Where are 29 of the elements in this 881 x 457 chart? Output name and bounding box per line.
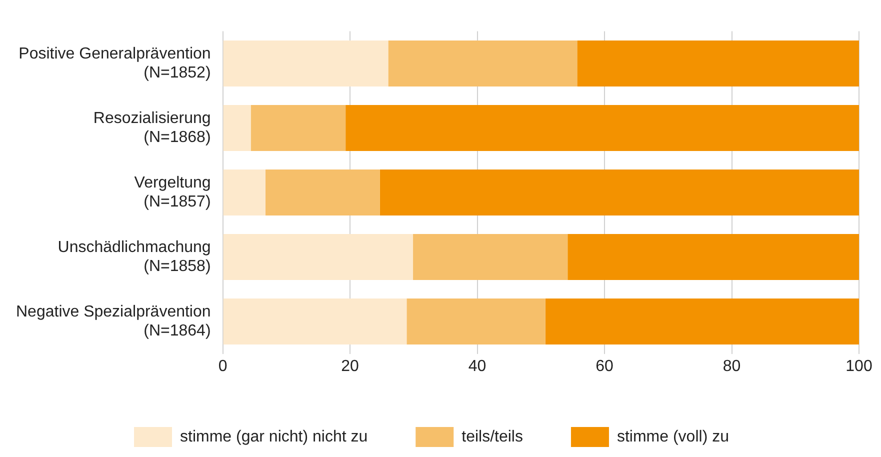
bar bbox=[346, 104, 859, 151]
bar bbox=[388, 40, 578, 86]
bar bbox=[265, 170, 380, 216]
bar bbox=[223, 104, 251, 151]
x-tick-label: 60 bbox=[596, 358, 614, 375]
legend-label: stimme (voll) zu bbox=[616, 428, 729, 446]
bar bbox=[406, 298, 546, 345]
y-tick-label: Resozialisierung (N=1868) bbox=[93, 110, 211, 146]
y-tick-label: Vergeltung (N=1857) bbox=[134, 174, 211, 211]
x-tick-label: 100 bbox=[846, 358, 872, 375]
legend-label: teils/teils bbox=[462, 428, 523, 446]
bar bbox=[223, 40, 388, 86]
legend-label: stimme (gar nicht) nicht zu bbox=[180, 428, 368, 446]
x-tick-label: 80 bbox=[722, 358, 741, 375]
bar bbox=[413, 234, 568, 280]
bar bbox=[223, 170, 266, 216]
y-tick-label: Unschädlichmachung (N=1858) bbox=[58, 238, 211, 276]
bar bbox=[223, 234, 414, 280]
bar bbox=[568, 234, 859, 280]
bar bbox=[577, 40, 859, 86]
y-tick-label: Negative Spezialprävention (N=1864) bbox=[16, 303, 211, 340]
bar bbox=[223, 298, 407, 345]
x-tick-label: 20 bbox=[341, 358, 360, 375]
x-tick-label: 0 bbox=[218, 358, 228, 375]
x-tick-label: 40 bbox=[468, 358, 486, 375]
bar bbox=[250, 104, 346, 151]
bar bbox=[545, 298, 859, 345]
bar bbox=[380, 170, 859, 216]
y-tick-label: Positive Generalprävention (N=1852) bbox=[18, 45, 211, 82]
